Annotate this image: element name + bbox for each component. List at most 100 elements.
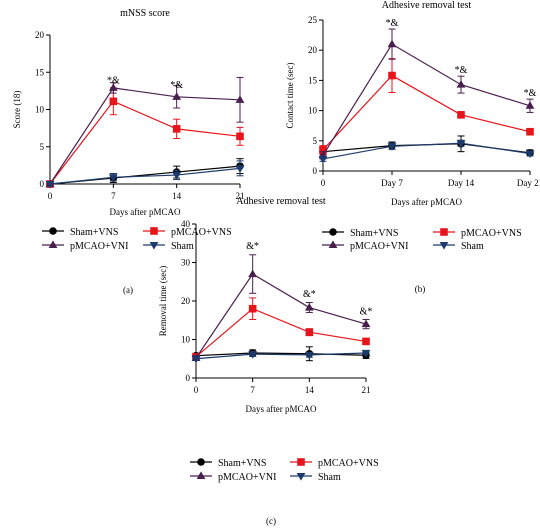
panel-c-x-tick-label: 21 [362,385,371,395]
panel-b-data-point [318,155,328,164]
panel-c-significance-mark: &* [303,289,316,300]
panel-c-significance-mark: &* [246,241,259,252]
panel-a-legend-marker [49,227,57,235]
panel-c-data-point [191,355,201,364]
panel-b-legend-item: Sham+VNS [322,228,398,239]
panel-a-x-tick-label: 7 [111,191,116,201]
panel-a-legend-item: pMCAO+VNI [42,240,128,252]
panel-c-legend-label: pMCAO+VNS [318,458,379,469]
panel-a-legend-label: Sham+VNS [70,227,118,238]
panel-b-data-point [456,80,466,88]
panel-c-legend-marker [196,471,206,480]
panel-c-significance-mark: &* [360,306,373,317]
panel-a-label: (a) [123,285,133,295]
panel-a-data-point [108,83,118,91]
panel-b-legend-label: Sham [461,241,484,252]
panel-b-x-tick-label: 0 [321,178,326,188]
panel-b-data-point [456,140,466,148]
panel-b-legend-label: pMCAO+VNS [461,228,522,239]
panel-a-legend-item: pMCAO+VNS [143,227,232,238]
panel-a-significance-mark: *& [170,80,183,91]
panel-c-x-tick-label: 0 [194,385,199,395]
panel-c-y-tick-label: 20 [181,296,191,306]
panel-c-data-point [361,319,371,328]
panel-b-legend-marker [440,228,448,236]
panel-b-significance-mark: *& [455,65,468,76]
panel-c-data-point [305,328,314,336]
panel-c-y-tick-label: 40 [181,219,191,229]
panel-c-series-2 [191,254,371,362]
panel-b-y-tick-label: 5 [313,136,318,146]
panel-a-y-tick-label: 15 [35,67,45,77]
panel-c-legend-label: Sham [318,472,341,483]
panel-c-series-line [195,308,367,358]
panel-b-series-1 [319,58,534,155]
panel-a-data-point [172,125,181,133]
panel-c-legend-marker [296,472,306,481]
panel-b-data-point [387,39,397,48]
panel-b-data-point [526,127,534,136]
panel-a-legend-label: pMCAO+VNS [171,227,232,238]
panel-a-x-axis-label: Days after pMCAO [110,207,181,217]
panel-a-y-tick-label: 5 [40,142,45,152]
panel-c-data-point [248,304,257,313]
panel-a-y-tick-label: 20 [35,30,45,40]
panel-a-series-3 [45,160,245,189]
panel-c-y-tick-label: 10 [181,335,191,345]
panel-a-y-tick-label: 0 [40,179,45,189]
panel-a-series-1 [46,87,244,188]
panel-b-series-line [322,43,531,156]
panel-b-title: Adhesive removal test [382,0,472,11]
panel-a-series-line [49,100,241,185]
panel-c-data-point [248,351,258,359]
panel-b-y-tick-label: 20 [308,45,318,55]
panel-b-data-point [387,143,397,151]
panel-a-legend-marker [150,227,158,235]
panel-b-x-tick-label: Day 14 [448,178,475,188]
panel-c-legend-item: Sham [290,472,341,483]
panel-a-data-point [109,97,118,106]
panel-b-y-tick-label: 15 [308,75,318,85]
panel-c-legend-item: pMCAO+VNI [190,471,276,483]
panel-a-legend-marker [149,241,159,250]
panel-b-legend-marker [329,228,337,236]
panel-a-legend-item: Sham+VNS [42,227,118,238]
panel-a-legend-label: pMCAO+VNI [70,241,128,252]
panel-b-x-axis-label: Days after pMCAO [391,197,462,207]
panel-c-legend-item: Sham+VNS [190,458,266,469]
panel-a-significance-mark: *& [107,75,120,86]
panel-b-series-line [322,74,531,151]
panel-a-legend-item: Sham [143,241,194,252]
panel-a-legend: Sham+VNS pMCAO+VNS pMCAO+VNI Sham [42,227,232,252]
panel-b-y-axis-label: Contact time (sec) [285,63,295,129]
panel-a: mNSS score 0 5 10 15 20 0 7 14 21 Days after pMCAO… [12,8,245,295]
panel-c-data-point [361,349,371,358]
panel-c-legend-label: Sham+VNS [218,458,266,469]
panel-a-x-tick-label: 0 [48,191,53,201]
panel-c: Adhesive removal test 0 10 20 30 40 0 7 14 21 Days… [158,196,379,526]
panel-a-y-tick-label: 10 [35,105,45,115]
panel-c-y-tick-label: 0 [186,373,191,383]
panel-b: Adhesive removal test 0 5 10 15 20 25 0 Day 7 Day… [285,0,540,294]
panel-c-label: (c) [266,516,276,526]
panel-b-legend: Sham+VNS pMCAO+VNS pMCAO+VNI Sham [322,228,522,252]
panel-c-series-3 [191,349,371,364]
panel-b-legend-item: pMCAO+VNS [433,228,522,239]
panel-a-data-point [235,95,245,103]
panel-b-data-point [319,146,327,154]
panel-b-legend-item: Sham [433,241,484,252]
panel-a-series-line [49,167,241,185]
panel-a-y-axis-label: Score (18) [12,91,22,129]
panel-a-data-point [172,172,182,180]
panel-c-x-tick-label: 7 [250,385,255,395]
panel-a-x-tick-label: 14 [172,191,182,201]
panel-c-series-1 [192,297,370,361]
panel-c-legend-marker [197,458,205,466]
panel-a-data-point [172,92,182,100]
panel-c-series-line [195,273,367,359]
panel-b-x-tick-label: Day 21 [517,178,540,188]
panel-b-series-3 [318,139,535,164]
panel-b-legend-label: Sham+VNS [350,228,398,239]
panel-a-series-2 [45,76,245,188]
